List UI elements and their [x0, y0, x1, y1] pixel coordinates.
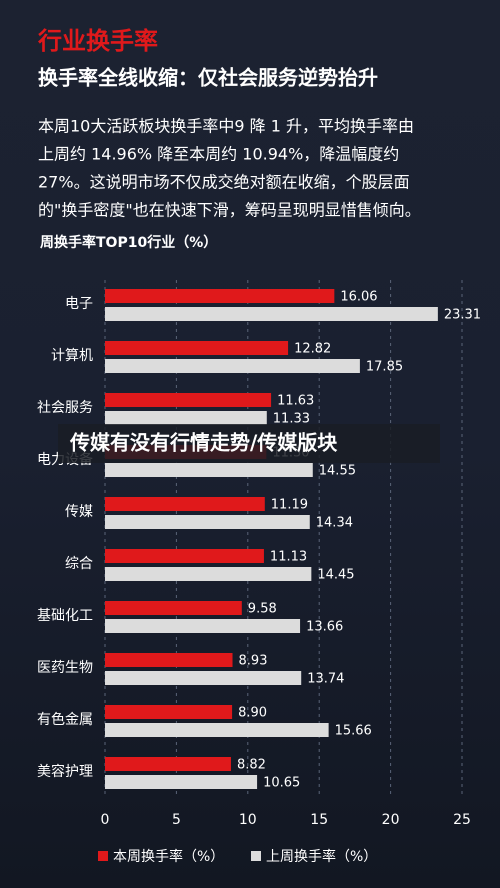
- legend-label: 本周换手率（%）: [113, 848, 224, 865]
- bar: [105, 515, 310, 529]
- category-label: 美容护理: [37, 763, 93, 780]
- value-label: 15.66: [335, 724, 372, 739]
- bar: [105, 359, 360, 373]
- bar: [105, 653, 233, 667]
- value-label: 13.66: [306, 620, 343, 635]
- legend-label: 上周换手率（%）: [266, 848, 377, 865]
- category-label: 电子: [65, 296, 93, 312]
- bar: [105, 705, 233, 719]
- paragraph-line: 的"换手密度"也在快速下滑，筹码呈现明显惜售倾向。: [38, 201, 421, 220]
- bar: [105, 619, 301, 633]
- bar: [105, 757, 231, 771]
- category-label: 社会服务: [37, 400, 93, 416]
- value-label: 23.31: [444, 308, 481, 323]
- banner-box: [58, 424, 440, 463]
- value-label: 10.65: [263, 776, 300, 791]
- category-label: 基础化工: [37, 607, 93, 624]
- value-label: 17.85: [366, 360, 403, 375]
- bar: [105, 549, 264, 563]
- bar: [105, 671, 302, 685]
- legend-swatch: [98, 851, 108, 861]
- bar: [105, 341, 289, 355]
- value-label: 14.55: [319, 464, 356, 479]
- value-label: 11.19: [271, 498, 308, 513]
- paragraph-line: 本周10大活跃板块换手率中9 降 1 升，平均换手率由: [38, 117, 414, 136]
- bar: [105, 289, 335, 303]
- bar: [105, 411, 267, 425]
- value-label: 11.13: [270, 550, 307, 565]
- headline: 换手率全线收缩：仅社会服务逆势抬升: [38, 66, 378, 90]
- value-label: 8.90: [238, 706, 267, 721]
- category-label: 医药生物: [37, 660, 93, 676]
- banner: 传媒有没有行情走势/传媒版块: [69, 431, 338, 455]
- chart: 0 5 10 15 20 25 电子 16.06 23.31 计算机 12.82 17.85 社会服务 1…: [37, 280, 481, 865]
- category-label: 综合: [65, 556, 93, 572]
- value-label: 14.34: [316, 516, 353, 531]
- value-label: 9.58: [248, 602, 277, 617]
- x-tick-label: 0: [101, 812, 110, 828]
- value-label: 12.82: [294, 342, 331, 357]
- bar: [105, 307, 438, 321]
- paragraph-line: 27%。这说明市场不仅成交绝对额在收缩，个股层面: [38, 173, 410, 192]
- paragraph-line: 上周约 14.96% 降至本周约 10.94%，降温幅度约: [38, 145, 399, 164]
- chart-title: 周换手率TOP10行业（%）: [40, 234, 217, 251]
- bar: [105, 601, 242, 615]
- bar: [105, 775, 258, 789]
- x-tick-label: 20: [382, 812, 400, 828]
- value-label: 8.82: [237, 758, 266, 773]
- category-label: 传媒: [65, 504, 93, 520]
- value-label: 16.06: [340, 290, 377, 305]
- x-tick-label: 10: [239, 812, 257, 828]
- x-tick-label: 25: [453, 812, 471, 828]
- value-label: 14.45: [317, 568, 354, 583]
- bar: [105, 723, 329, 737]
- category-label: 有色金属: [37, 711, 93, 728]
- x-tick-label: 5: [172, 812, 181, 828]
- section-title: 行业换手率: [37, 27, 158, 55]
- bar: [105, 567, 312, 581]
- value-label: 13.74: [307, 672, 344, 687]
- bar: [105, 497, 265, 511]
- legend-swatch: [251, 851, 261, 861]
- x-tick-label: 15: [310, 812, 328, 828]
- bar: [105, 463, 313, 477]
- category-label: 计算机: [51, 348, 93, 364]
- value-label: 11.63: [277, 394, 314, 409]
- bar: [105, 393, 272, 407]
- value-label: 11.33: [273, 412, 310, 427]
- value-label: 8.93: [239, 654, 268, 669]
